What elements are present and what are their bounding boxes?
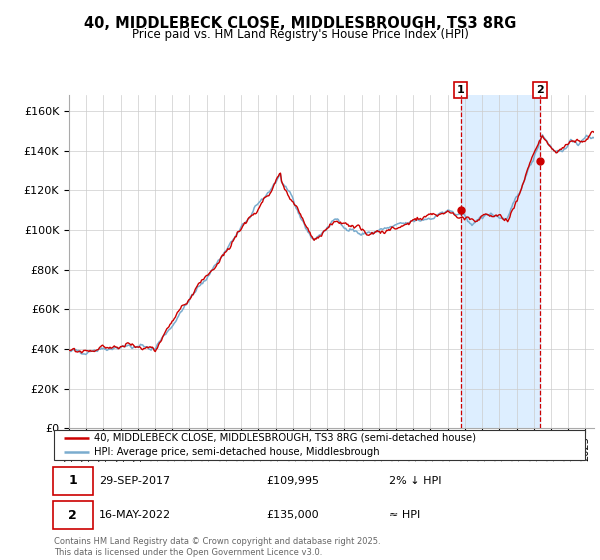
Text: £135,000: £135,000 [266, 510, 319, 520]
Text: 2% ↓ HPI: 2% ↓ HPI [389, 476, 441, 486]
Text: 16-MAY-2022: 16-MAY-2022 [99, 510, 171, 520]
Text: ≈ HPI: ≈ HPI [389, 510, 420, 520]
Text: 1: 1 [457, 85, 464, 95]
Text: 40, MIDDLEBECK CLOSE, MIDDLESBROUGH, TS3 8RG: 40, MIDDLEBECK CLOSE, MIDDLESBROUGH, TS3… [84, 16, 516, 31]
Text: 40, MIDDLEBECK CLOSE, MIDDLESBROUGH, TS3 8RG (semi-detached house): 40, MIDDLEBECK CLOSE, MIDDLESBROUGH, TS3… [94, 432, 476, 442]
Text: HPI: Average price, semi-detached house, Middlesbrough: HPI: Average price, semi-detached house,… [94, 447, 379, 457]
Text: 2: 2 [536, 85, 544, 95]
FancyBboxPatch shape [53, 467, 93, 495]
Text: £109,995: £109,995 [266, 476, 319, 486]
Text: Contains HM Land Registry data © Crown copyright and database right 2025.
This d: Contains HM Land Registry data © Crown c… [54, 537, 380, 557]
FancyBboxPatch shape [53, 501, 93, 529]
Text: 1: 1 [68, 474, 77, 488]
FancyBboxPatch shape [54, 430, 585, 460]
Text: 29-SEP-2017: 29-SEP-2017 [99, 476, 170, 486]
Text: Price paid vs. HM Land Registry's House Price Index (HPI): Price paid vs. HM Land Registry's House … [131, 28, 469, 41]
Bar [461, 95, 540, 428]
Text: 2: 2 [68, 508, 77, 522]
